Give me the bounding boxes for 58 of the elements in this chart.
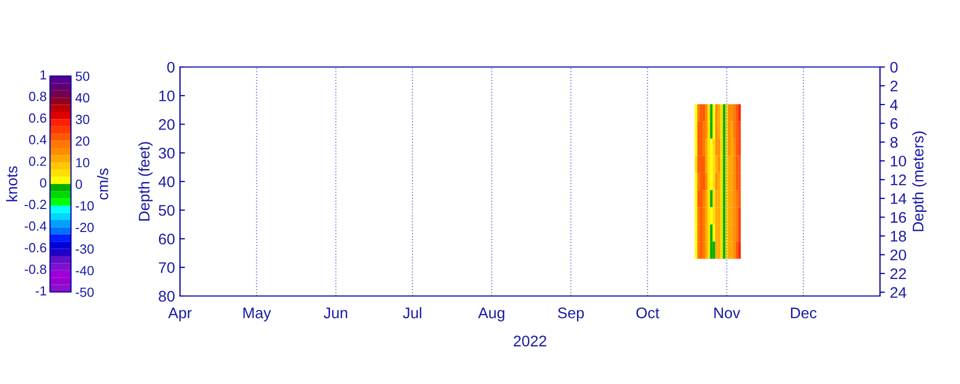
color-bar-label: 40 [75,93,90,103]
color-bar-label: -50 [76,288,94,297]
x-tick-label: Jul [402,307,422,318]
y2-tick-label: 2 [890,80,898,92]
y2-tick-label: 22 [890,268,906,280]
x-tick-label: Oct [636,308,660,318]
color-bar-label: 10 [76,158,90,168]
color-bar-label: 20 [76,136,90,146]
x-tick-label: Apr [168,308,192,322]
text: 0.2 [29,156,46,166]
y-tick-label: 30 [158,148,175,159]
text: 0 [40,178,46,188]
y-tick-label: 10 [159,90,175,102]
y-tick-label: 70 [158,262,175,274]
x-axis-title: 2022 [514,336,546,346]
x-tick-label: Sep [558,308,584,322]
y2-tick-label: 6 [890,118,898,129]
color-bar-label: -40 [76,266,94,276]
x-tick-label: Jun [324,308,348,318]
color-bar-title: cm/s [97,168,108,200]
color-bar-label: -30 [76,244,94,254]
y2-tick-label: 12 [890,174,906,186]
text: 0.8 [29,92,46,102]
color-bar-label: -10 [76,201,94,211]
y2-tick-label: 24 [890,287,906,298]
color-bar-label: 0 [76,180,82,189]
y2-axis-title: Depth (meters) [912,132,927,232]
y2-tick-label: 8 [890,136,898,148]
y2-tick-label: 4 [890,100,898,110]
y-tick-label: 40 [158,176,175,188]
y2-tick-label: 20 [890,250,906,260]
y2-tick-label: 10 [890,156,906,167]
text: -0.8 [24,264,46,274]
color-bar-label: 30 [76,114,90,124]
text: -0.4 [24,221,46,231]
text: 1 [40,70,46,80]
x-tick-label: Aug [478,308,504,322]
y2-tick-label: 18 [890,230,906,242]
text: -1 [36,286,46,296]
x-tick-label: May [243,308,272,322]
y2-tick-label: 0 [890,62,898,73]
y-axis-title: Depth (feet) [138,142,153,221]
text: -0.6 [24,243,46,252]
y-tick-label: 80 [158,290,175,302]
x-tick-label: Dec [791,308,817,318]
text: -0.2 [24,200,46,210]
y-tick-label: 50 [158,204,175,216]
color-bar-label: 50 [76,72,90,81]
y-tick-label: 60 [158,234,175,244]
text: 0.4 [29,135,46,144]
color-bar-label: -20 [76,222,94,232]
y-tick-label: 0 [167,62,175,73]
text: knots [6,166,18,202]
y-tick-label: 20 [158,119,175,130]
y2-tick-label: 14 [890,193,906,204]
y2-tick-label: 16 [890,212,906,223]
text: 0.6 [29,113,46,123]
x-tick-label: Nov [714,308,740,318]
